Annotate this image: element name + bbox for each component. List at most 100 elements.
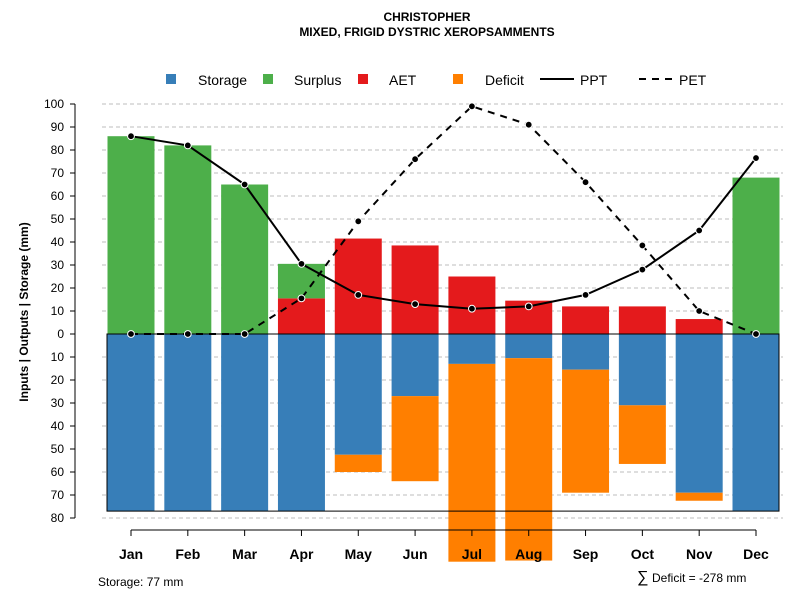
bar-storage-oct — [618, 334, 666, 406]
point-ppt-feb — [183, 141, 192, 150]
storage-frame — [106, 333, 780, 512]
legend-swatch-aet — [358, 74, 368, 84]
legend-label-aet: AET — [389, 72, 417, 88]
bar-surplus-dec — [732, 177, 780, 334]
legend-swatch-storage — [166, 74, 176, 84]
point-pet-apr — [297, 294, 306, 303]
point-ppt-aug — [524, 302, 533, 311]
bars — [107, 136, 780, 562]
y-tick-label-pos10: 10 — [51, 304, 65, 318]
y-tick-label-pos70: 70 — [51, 166, 65, 180]
legend-label-ppt: PPT — [580, 72, 608, 88]
point-pet-mar — [240, 330, 249, 338]
bar-storage-apr — [277, 334, 325, 512]
bar-storage-nov — [675, 334, 723, 493]
point-pet-aug — [524, 120, 533, 129]
bar-storage-mar — [221, 334, 269, 512]
x-tick-label-feb: Feb — [175, 546, 200, 562]
point-pet-jul — [468, 102, 476, 111]
line-ppt — [130, 135, 757, 310]
bar-deficit-jul — [448, 363, 496, 562]
point-pet-jun — [411, 155, 419, 164]
point-ppt-jan — [127, 132, 135, 141]
bar-storage-sep — [562, 334, 610, 370]
bar-storage-may — [334, 334, 382, 455]
point-ppt-apr — [297, 259, 306, 268]
y-tick-label-pos100: 100 — [44, 97, 64, 111]
y-tick-label-neg40: 40 — [51, 419, 65, 433]
bar-surplus-mar — [221, 184, 269, 334]
point-ppt-dec — [752, 154, 760, 162]
bar-aet-oct — [618, 306, 666, 334]
y-tick-label-pos30: 30 — [51, 258, 65, 272]
y-tick-label-neg10: 10 — [51, 350, 65, 364]
y-tick-label-pos90: 90 — [51, 120, 65, 134]
x-axis: Jan Feb Mar Apr May Jun Jul Aug Sep Oct Nov Dec — [119, 529, 769, 562]
bar-storage-dec — [732, 334, 780, 512]
legend-label-surplus: Surplus — [294, 72, 341, 88]
deficit-sum-symbol: ∑ — [637, 569, 648, 586]
storage-note: Storage: 77 mm — [98, 575, 183, 589]
point-pet-jan — [127, 330, 135, 338]
y-tick-label-pos20: 20 — [51, 281, 65, 295]
storage-capacity-box — [106, 333, 780, 512]
legend-label-pet: PET — [679, 72, 707, 88]
point-ppt-jul — [468, 304, 476, 313]
bar-deficit-jun — [391, 396, 439, 482]
bar-deficit-may — [334, 454, 382, 472]
bar-storage-jun — [391, 334, 439, 397]
bar-deficit-nov — [675, 492, 723, 501]
bar-surplus-feb — [164, 145, 212, 334]
y-tick-label-neg70: 70 — [51, 488, 65, 502]
x-tick-label-aug: Aug — [515, 546, 542, 562]
point-ppt-mar — [240, 180, 249, 189]
bar-storage-aug — [505, 334, 553, 359]
y-tick-label-neg80: 80 — [51, 511, 65, 525]
point-ppt-oct — [638, 265, 647, 274]
point-ppt-may — [354, 291, 363, 299]
x-tick-label-jan: Jan — [119, 546, 143, 562]
point-ppt-nov — [695, 226, 704, 235]
y-tick-label-neg30: 30 — [51, 396, 65, 410]
deficit-note: Deficit = -278 mm — [652, 571, 746, 585]
bar-deficit-oct — [618, 405, 666, 464]
bar-surplus-jan — [107, 136, 155, 334]
y-tick-label-neg60: 60 — [51, 465, 65, 479]
point-ppt-jun — [411, 300, 419, 309]
point-pet-may — [354, 217, 363, 226]
y-tick-label-neg50: 50 — [51, 442, 65, 456]
bar-deficit-sep — [562, 369, 610, 493]
point-ppt-sep — [581, 291, 590, 299]
x-tick-label-apr: Apr — [289, 546, 314, 562]
y-tick-label-pos80: 80 — [51, 143, 65, 157]
series-lines — [127, 102, 760, 338]
line-pet — [131, 105, 757, 335]
bar-aet-sep — [562, 306, 610, 334]
x-tick-label-may: May — [345, 546, 372, 562]
y-tick-label-pos60: 60 — [51, 189, 65, 203]
point-pet-nov — [695, 307, 704, 315]
x-tick-label-oct: Oct — [631, 546, 655, 562]
point-pet-oct — [638, 241, 647, 250]
chart-title: CHRISTOPHER — [383, 10, 470, 24]
bar-surplus-apr — [277, 263, 325, 299]
legend: Storage Surplus AET Deficit PPT PET — [166, 72, 707, 88]
legend-label-storage: Storage — [198, 72, 247, 88]
bar-deficit-aug — [505, 358, 553, 561]
x-tick-label-jun: Jun — [403, 546, 428, 562]
point-pet-sep — [581, 178, 590, 187]
bar-aet-jun — [391, 245, 439, 334]
legend-swatch-surplus — [263, 74, 273, 84]
bar-storage-feb — [164, 334, 212, 512]
point-pet-dec — [752, 330, 760, 338]
chart-subtitle: MIXED, FRIGID DYSTRIC XEROPSAMMENTS — [299, 25, 554, 39]
x-tick-label-mar: Mar — [232, 546, 257, 562]
x-tick-label-dec: Dec — [743, 546, 769, 562]
bar-aet-nov — [675, 319, 723, 334]
y-tick-label-pos0: 0 — [57, 327, 64, 341]
y-tick-label-pos40: 40 — [51, 235, 65, 249]
legend-label-deficit: Deficit — [485, 72, 524, 88]
